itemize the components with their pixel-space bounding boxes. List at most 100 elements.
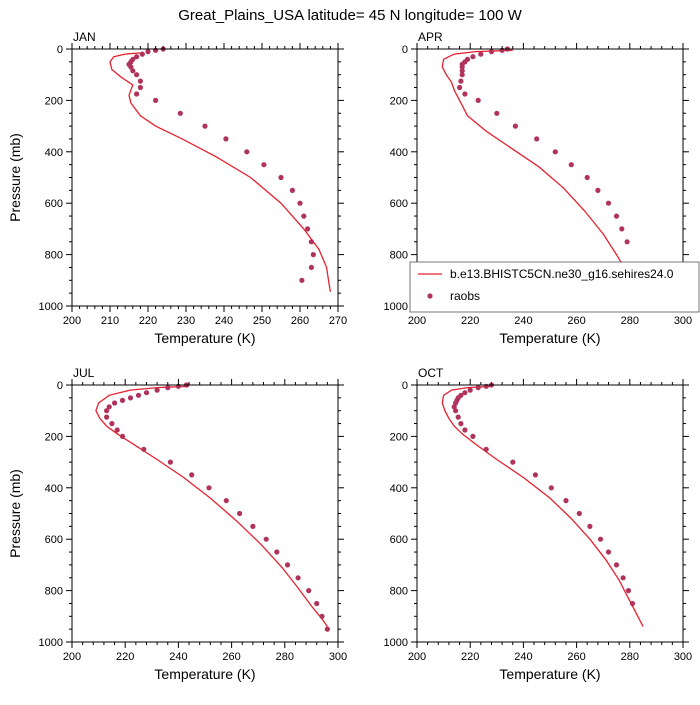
raobs-point	[620, 575, 626, 581]
x-tick-label: 240	[215, 315, 233, 327]
raobs-point	[475, 97, 481, 103]
raobs-point	[458, 421, 464, 427]
raobs-point	[310, 252, 316, 258]
raobs-point	[250, 523, 256, 530]
legend: b.e13.BHISTC5CN.ne30_g16.sehires24.0raob…	[409, 261, 700, 313]
raobs-point	[619, 226, 625, 232]
raobs-point	[552, 149, 558, 155]
raobs-point	[130, 68, 136, 74]
raobs-point	[625, 588, 632, 594]
model-profile-line	[441, 49, 639, 291]
raobs-point	[301, 213, 307, 219]
x-tick-label: 230	[177, 315, 195, 327]
raobs-point	[223, 498, 229, 504]
legend-box	[409, 261, 700, 313]
x-tick-label: 300	[674, 315, 692, 327]
raobs-point	[459, 68, 465, 74]
raobs-point	[306, 588, 312, 594]
raobs-point	[289, 187, 295, 193]
x-tick-label: 240	[514, 651, 532, 663]
x-tick-label: 260	[567, 315, 585, 327]
model-profile-line	[95, 385, 328, 627]
raobs-point	[605, 200, 612, 206]
raobs-point	[145, 49, 151, 55]
raobs-point	[319, 613, 325, 619]
x-tick-label: 240	[514, 315, 532, 327]
raobs-point	[470, 54, 476, 60]
raobs-point	[576, 510, 582, 517]
raobs-point	[223, 136, 229, 142]
raobs-point	[127, 395, 134, 401]
x-tick-label: 270	[329, 315, 347, 327]
raobs-point	[587, 523, 593, 530]
raobs-point	[613, 213, 620, 219]
raobs-point	[478, 51, 484, 57]
x-tick-label: 220	[116, 651, 134, 663]
x-tick-label: 260	[567, 651, 585, 663]
y-tick-label: 400	[45, 147, 63, 159]
raobs-point	[488, 49, 495, 55]
y-tick-label: 400	[45, 483, 63, 495]
raobs-point	[135, 392, 142, 398]
y-tick-label: 600	[45, 534, 63, 546]
chart-panel-jan: 200 210 220 230 240 250 260 270 0 200 400 600 800 100…	[7, 30, 347, 346]
y-tick-label: 600	[390, 198, 408, 210]
raobs-point	[202, 123, 208, 129]
raobs-point	[104, 408, 110, 414]
raobs-point	[244, 149, 250, 155]
raobs-point	[137, 78, 143, 84]
chart-panel-oct: 200 220 240 260 280 300 0 200 400 600 800 1000 OCT Te…	[384, 366, 693, 682]
x-tick-label: 250	[253, 315, 271, 327]
raobs-point	[154, 387, 160, 393]
raobs-point	[114, 427, 120, 433]
x-axis-label: Temperature (K)	[154, 666, 255, 682]
panel-label: OCT	[418, 366, 444, 380]
raobs-point	[261, 162, 267, 168]
raobs-point	[112, 400, 118, 406]
raobs-point	[237, 510, 243, 517]
x-tick-label: 220	[461, 315, 479, 327]
y-tick-label: 0	[402, 44, 408, 56]
page-title: Great_Plains_USA latitude= 45 N longitud…	[178, 7, 522, 24]
raobs-point	[295, 575, 301, 581]
raobs-point	[206, 485, 212, 491]
raobs-point	[494, 110, 500, 116]
x-tick-label: 200	[63, 651, 81, 663]
x-axis-label: Temperature (K)	[499, 666, 600, 682]
raobs-point	[134, 72, 140, 78]
y-tick-label: 800	[390, 250, 408, 262]
chart-panel-apr: 200 220 240 260 280 300 0 200 400 600 800 1000 APR Te…	[384, 30, 700, 346]
raobs-point	[119, 433, 126, 439]
raobs-point	[305, 226, 311, 232]
raobs-point	[597, 536, 604, 542]
raobs-point	[475, 385, 481, 391]
raobs-point	[299, 277, 305, 283]
raobs-point	[462, 91, 468, 97]
raobs-point	[167, 459, 173, 465]
raobs-point	[134, 91, 140, 97]
y-tick-label: 200	[390, 95, 408, 107]
y-axis-label: Pressure (mb)	[7, 133, 23, 222]
raobs-point	[512, 123, 519, 129]
y-tick-label: 1000	[384, 637, 408, 649]
raobs-point	[605, 549, 612, 555]
raobs-point	[274, 549, 280, 555]
y-tick-label: 1000	[39, 637, 63, 649]
plot-frame	[71, 48, 339, 307]
raobs-point	[137, 84, 143, 91]
raobs-point	[459, 72, 465, 78]
raobs-point	[629, 600, 636, 607]
y-tick-label: 400	[390, 147, 408, 159]
raobs-point	[595, 187, 601, 193]
y-tick-label: 0	[57, 44, 63, 56]
panel-label: JAN	[73, 30, 96, 44]
raobs-point	[510, 459, 516, 465]
x-tick-label: 240	[169, 651, 187, 663]
raobs-point	[483, 446, 489, 452]
raobs-point	[624, 239, 630, 245]
raobs-point	[189, 472, 195, 478]
raobs-point	[462, 390, 468, 396]
raobs-point	[584, 174, 590, 181]
